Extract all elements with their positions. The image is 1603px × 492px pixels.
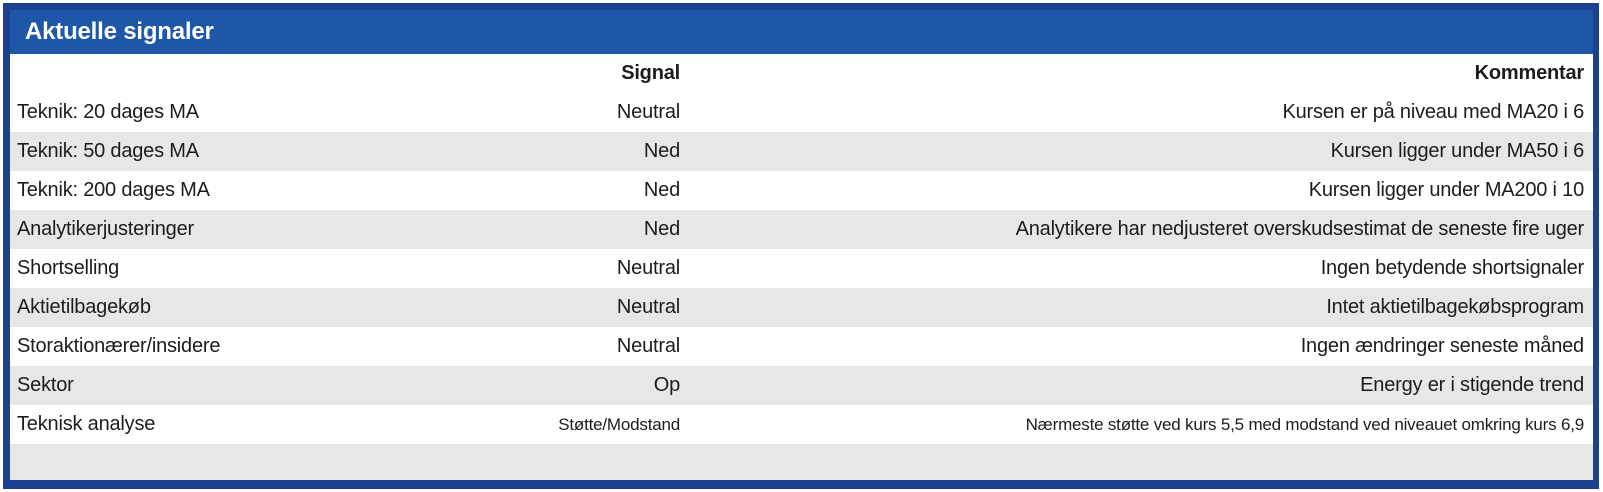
- table-row: Teknik: 200 dages MA Ned Kursen ligger und…: [10, 171, 1593, 210]
- panel-title: Aktuelle signaler: [25, 18, 214, 45]
- row-signal: Neutral: [616, 101, 680, 123]
- row-signal: Neutral: [616, 257, 680, 279]
- row-label: Teknik: 50 dages MA: [17, 140, 199, 162]
- row-label: Analytikerjusteringer: [17, 218, 194, 240]
- row-signal: Ned: [643, 179, 680, 201]
- bottom-spacer: [10, 444, 1593, 480]
- row-label: Sektor: [17, 374, 74, 396]
- row-comment: Kursen er på niveau med MA20 i 6: [1282, 101, 1584, 123]
- table-row: Teknik: 50 dages MA Ned Kursen ligger unde…: [10, 132, 1593, 171]
- column-header-signal: Signal: [621, 62, 680, 84]
- row-signal: Neutral: [616, 296, 680, 318]
- table-row: Aktietilbagekøb Neutral Intet aktietilbage…: [10, 288, 1593, 327]
- panel-title-bar: Aktuelle signaler: [10, 10, 1593, 54]
- row-comment: Nærmeste støtte ved kurs 5,5 med modstan…: [1025, 414, 1585, 434]
- row-comment: Energy er i stigende trend: [1360, 374, 1584, 396]
- row-label: Teknisk analyse: [17, 413, 156, 435]
- signals-panel: Aktuelle signaler Signal Kommentar Tekni…: [10, 10, 1593, 480]
- table-row: Analytikerjusteringer Ned Analytikere har …: [10, 210, 1593, 249]
- column-header-comment: Kommentar: [1474, 62, 1585, 84]
- table-row: Shortselling Neutral Ingen betydende short…: [10, 249, 1593, 288]
- row-label: Shortselling: [17, 257, 120, 279]
- row-signal: Op: [653, 374, 680, 396]
- table-row: Teknisk analyse Støtte/Modstand Nærmeste s…: [10, 405, 1593, 444]
- table-row: Teknik: 20 dages MA Neutral Kursen er på n…: [10, 93, 1593, 132]
- row-signal: Neutral: [616, 335, 680, 357]
- row-signal: Ned: [643, 218, 680, 240]
- signals-table-body: Teknik: 20 dages MA Neutral Kursen er på n…: [10, 93, 1593, 444]
- row-signal: Ned: [643, 140, 680, 162]
- row-comment: Ingen ændringer seneste måned: [1300, 335, 1584, 357]
- table-row: Sektor Op Energy er i stigende trend: [10, 366, 1593, 405]
- row-label: Storaktionærer/insidere: [17, 335, 221, 357]
- row-label: Teknik: 200 dages MA: [17, 179, 210, 201]
- row-comment: Intet aktietilbagekøbsprogram: [1326, 296, 1584, 318]
- row-comment: Kursen ligger under MA200 i 10: [1308, 179, 1584, 201]
- row-comment: Kursen ligger under MA50 i 6: [1330, 140, 1585, 162]
- table-header-row: Signal Kommentar: [10, 54, 1593, 93]
- row-signal: Støtte/Modstand: [558, 414, 680, 434]
- row-comment: Ingen betydende shortsignaler: [1320, 257, 1584, 279]
- table-row: Storaktionærer/insidere Neutral Ingen ændr…: [10, 327, 1593, 366]
- row-comment: Analytikere har nedjusteret overskudsest…: [1015, 218, 1585, 240]
- row-label: Aktietilbagekøb: [17, 296, 151, 318]
- panel-frame: Aktuelle signaler Signal Kommentar Tekni…: [3, 3, 1599, 489]
- row-label: Teknik: 20 dages MA: [17, 101, 199, 123]
